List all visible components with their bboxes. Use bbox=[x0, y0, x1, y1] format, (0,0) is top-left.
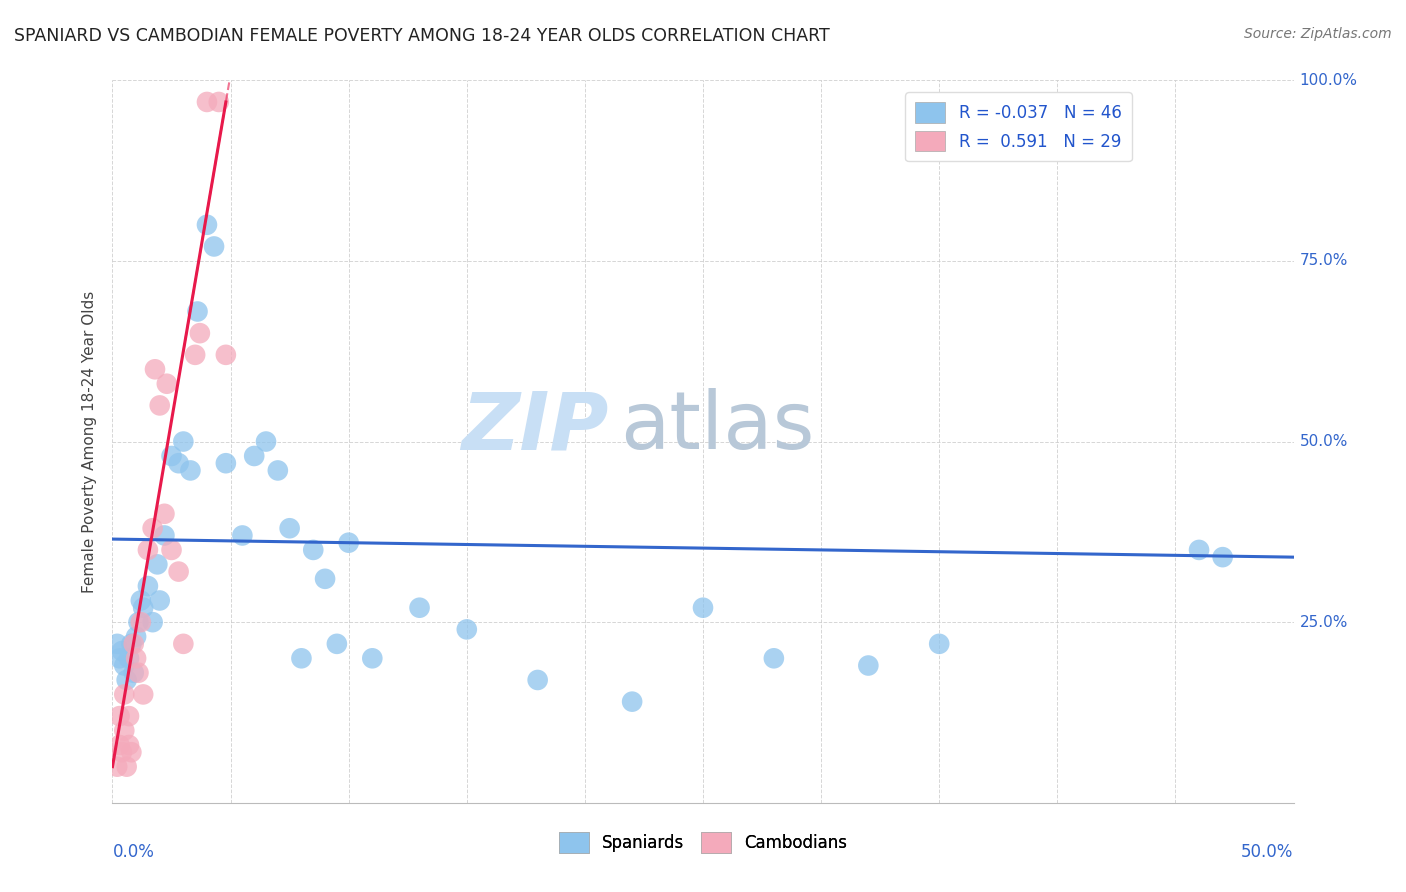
Point bbox=[160, 449, 183, 463]
Text: 50.0%: 50.0% bbox=[1241, 843, 1294, 861]
Point bbox=[188, 326, 211, 340]
Text: 50.0%: 50.0% bbox=[1299, 434, 1348, 449]
Point bbox=[112, 723, 135, 738]
Point bbox=[858, 658, 880, 673]
Point bbox=[179, 463, 201, 477]
Text: ZIP: ZIP bbox=[461, 388, 609, 467]
Point bbox=[215, 348, 238, 362]
Point bbox=[149, 398, 172, 412]
Point bbox=[122, 665, 145, 680]
Point bbox=[120, 637, 142, 651]
Point bbox=[172, 637, 194, 651]
Point bbox=[118, 709, 141, 723]
Point bbox=[928, 637, 950, 651]
Point bbox=[142, 615, 165, 630]
Point bbox=[621, 695, 644, 709]
Point bbox=[208, 95, 231, 109]
Point bbox=[142, 521, 165, 535]
Point bbox=[195, 95, 218, 109]
Text: Source: ZipAtlas.com: Source: ZipAtlas.com bbox=[1244, 27, 1392, 41]
Legend: Spaniards, Cambodians: Spaniards, Cambodians bbox=[553, 826, 853, 860]
Point bbox=[111, 644, 134, 658]
Point bbox=[127, 615, 149, 630]
Point bbox=[167, 456, 190, 470]
Text: 25.0%: 25.0% bbox=[1299, 615, 1348, 630]
Point bbox=[136, 579, 159, 593]
Point bbox=[195, 218, 218, 232]
Text: atlas: atlas bbox=[620, 388, 814, 467]
Point bbox=[118, 651, 141, 665]
Point bbox=[153, 507, 176, 521]
Point bbox=[456, 623, 478, 637]
Point bbox=[132, 600, 155, 615]
Point bbox=[108, 738, 131, 752]
Point bbox=[136, 542, 159, 557]
Point bbox=[125, 630, 148, 644]
Point bbox=[231, 528, 253, 542]
Point bbox=[326, 637, 349, 651]
Point bbox=[132, 687, 155, 701]
Point bbox=[361, 651, 384, 665]
Point bbox=[254, 434, 277, 449]
Point bbox=[129, 593, 152, 607]
Point bbox=[278, 521, 301, 535]
Point bbox=[143, 362, 166, 376]
Point bbox=[146, 558, 169, 572]
Point bbox=[215, 456, 238, 470]
Point bbox=[1188, 542, 1211, 557]
Point bbox=[125, 651, 148, 665]
Text: 100.0%: 100.0% bbox=[1299, 73, 1357, 87]
Point bbox=[129, 615, 152, 630]
Point bbox=[120, 745, 142, 759]
Point bbox=[243, 449, 266, 463]
Point bbox=[112, 687, 135, 701]
Point bbox=[302, 542, 325, 557]
Point bbox=[167, 565, 190, 579]
Point bbox=[202, 239, 225, 253]
Point bbox=[160, 542, 183, 557]
Point bbox=[127, 665, 149, 680]
Point bbox=[149, 593, 172, 607]
Point bbox=[762, 651, 785, 665]
Point bbox=[108, 651, 131, 665]
Text: 75.0%: 75.0% bbox=[1299, 253, 1348, 268]
Point bbox=[115, 760, 138, 774]
Point bbox=[1212, 550, 1234, 565]
Point bbox=[184, 348, 207, 362]
Point bbox=[267, 463, 290, 477]
Point bbox=[692, 600, 714, 615]
Point bbox=[408, 600, 430, 615]
Point bbox=[122, 637, 145, 651]
Point bbox=[526, 673, 548, 687]
Point bbox=[156, 376, 179, 391]
Point bbox=[105, 760, 128, 774]
Point bbox=[111, 745, 134, 759]
Point bbox=[112, 658, 135, 673]
Point bbox=[186, 304, 208, 318]
Point bbox=[105, 637, 128, 651]
Point bbox=[172, 434, 194, 449]
Text: SPANIARD VS CAMBODIAN FEMALE POVERTY AMONG 18-24 YEAR OLDS CORRELATION CHART: SPANIARD VS CAMBODIAN FEMALE POVERTY AMO… bbox=[14, 27, 830, 45]
Text: 0.0%: 0.0% bbox=[112, 843, 155, 861]
Point bbox=[314, 572, 336, 586]
Point bbox=[115, 673, 138, 687]
Point bbox=[290, 651, 312, 665]
Point bbox=[153, 528, 176, 542]
Point bbox=[118, 738, 141, 752]
Y-axis label: Female Poverty Among 18-24 Year Olds: Female Poverty Among 18-24 Year Olds bbox=[82, 291, 97, 592]
Point bbox=[337, 535, 360, 549]
Point bbox=[108, 709, 131, 723]
